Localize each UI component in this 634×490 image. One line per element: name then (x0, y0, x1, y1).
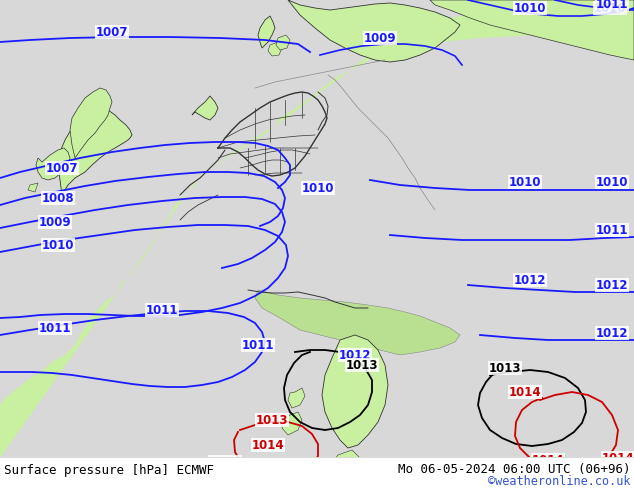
Text: 1010: 1010 (594, 1, 626, 15)
Text: 1014: 1014 (602, 451, 634, 465)
Polygon shape (288, 388, 305, 408)
Polygon shape (276, 35, 290, 50)
Polygon shape (70, 88, 112, 158)
Text: 1013: 1013 (209, 456, 242, 468)
Text: 1011: 1011 (39, 321, 71, 335)
Polygon shape (255, 290, 460, 355)
Text: 1010: 1010 (514, 1, 547, 15)
Text: 1010: 1010 (302, 181, 334, 195)
Text: ©weatheronline.co.uk: ©weatheronline.co.uk (488, 474, 630, 488)
Text: 1013: 1013 (346, 359, 378, 371)
Text: 1007: 1007 (46, 162, 78, 174)
Polygon shape (36, 148, 70, 180)
Polygon shape (282, 412, 302, 435)
Text: 1010: 1010 (42, 239, 74, 251)
Polygon shape (58, 108, 132, 195)
Polygon shape (332, 450, 360, 472)
Polygon shape (430, 0, 634, 60)
Polygon shape (0, 0, 634, 458)
Text: 1012: 1012 (596, 326, 628, 340)
Text: 1011: 1011 (146, 303, 178, 317)
Text: 1013: 1013 (256, 414, 288, 426)
Text: 1011: 1011 (596, 0, 628, 11)
Text: 1014: 1014 (532, 454, 564, 466)
Text: 1008: 1008 (42, 192, 74, 204)
Text: 1010: 1010 (508, 175, 541, 189)
Polygon shape (322, 335, 388, 448)
Polygon shape (460, 0, 634, 25)
Polygon shape (0, 457, 634, 490)
Text: Surface pressure [hPa] ECMWF: Surface pressure [hPa] ECMWF (4, 464, 214, 476)
Text: 1015: 1015 (583, 463, 612, 473)
Text: 1009: 1009 (39, 216, 71, 228)
Polygon shape (28, 183, 38, 192)
Text: 1011: 1011 (242, 339, 275, 351)
Polygon shape (288, 0, 460, 62)
Text: 1012: 1012 (514, 273, 547, 287)
Text: 1014: 1014 (252, 439, 284, 451)
Text: 1011: 1011 (596, 223, 628, 237)
Text: 1012: 1012 (596, 278, 628, 292)
Text: 1014: 1014 (162, 479, 194, 490)
Polygon shape (268, 42, 282, 56)
Text: 1013: 1013 (489, 362, 521, 374)
Text: 1009: 1009 (364, 31, 396, 45)
Polygon shape (192, 96, 218, 120)
Text: 1012: 1012 (339, 348, 372, 362)
Text: 1014: 1014 (508, 386, 541, 398)
Text: 1010: 1010 (596, 175, 628, 189)
Text: Mo 06-05-2024 06:00 UTC (06+96): Mo 06-05-2024 06:00 UTC (06+96) (398, 463, 630, 475)
Polygon shape (258, 16, 275, 48)
Text: 1007: 1007 (96, 25, 128, 39)
